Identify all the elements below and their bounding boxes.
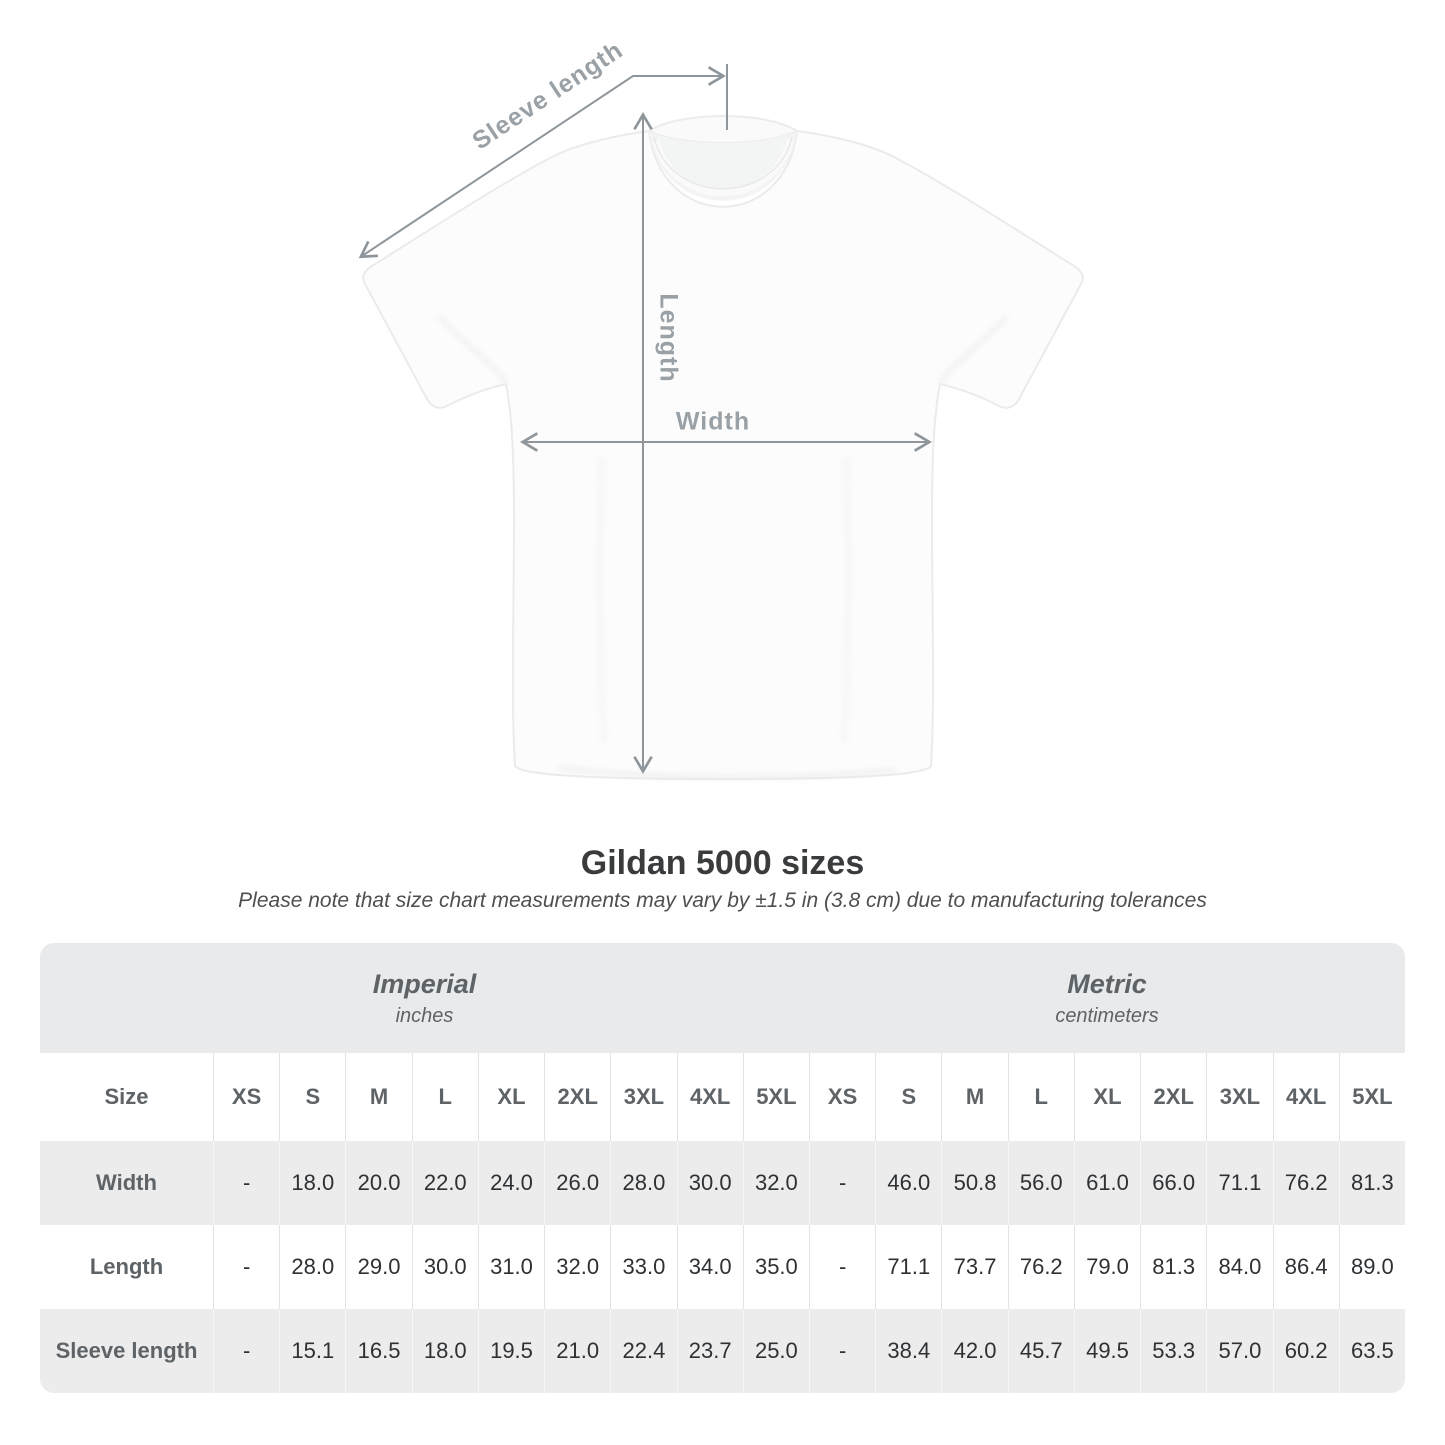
measurement-row-label: Sleeve length [40,1309,213,1393]
size-value-cell: 31.0 [477,1225,545,1309]
size-value-cell: 22.4 [610,1309,677,1393]
size-column-header: M [941,1053,1008,1141]
size-table: Imperial inches Metric centimeters Size X… [40,943,1405,1393]
size-value-cell: 32.0 [544,1225,611,1309]
size-value-cell: 30.0 [676,1141,743,1225]
size-value-cell: 18.0 [279,1141,346,1225]
tshirt-illustration [358,64,1084,781]
size-column-header: XL [1073,1053,1141,1141]
size-value-cell: 18.0 [411,1309,478,1393]
size-value-cell: 28.0 [279,1225,346,1309]
imperial-unit-label: inches [395,1004,454,1027]
size-column-header: XS [213,1053,280,1141]
size-value-cell: - [213,1141,280,1225]
size-column-header: 3XL [610,1053,677,1141]
size-value-cell: 71.1 [875,1225,942,1309]
size-column-header: M [345,1053,412,1141]
size-value-cell: - [808,1225,876,1309]
tshirt-measurement-diagram: Sleeve length Length Width [358,36,1084,781]
size-value-cell: - [808,1141,876,1225]
size-value-cell: 66.0 [1140,1141,1207,1225]
size-corner-header: Size [40,1053,213,1141]
size-value-cell: 32.0 [742,1141,809,1225]
metric-unit-label: centimeters [1055,1004,1159,1027]
size-value-cell: 30.0 [411,1225,478,1309]
imperial-group-title: Imperial [372,968,477,999]
imperial-group: Imperial inches [40,943,809,1053]
size-value-cell: 35.0 [742,1225,809,1309]
size-value-cell: 73.7 [941,1225,1008,1309]
size-value-cell: 84.0 [1206,1225,1273,1309]
size-value-cell: 34.0 [676,1225,743,1309]
size-value-cell: 53.3 [1140,1309,1207,1393]
length-label: Length [654,293,683,383]
metric-group-title: Metric [1067,968,1147,999]
size-column-header: L [1007,1053,1074,1141]
unit-group-band: Imperial inches Metric centimeters [40,943,1405,1053]
size-value-cell: 21.0 [544,1309,611,1393]
size-value-cell: 22.0 [411,1141,478,1225]
size-value-cell: 71.1 [1206,1141,1273,1225]
size-value-cell: 56.0 [1007,1141,1074,1225]
size-value-cell: - [213,1309,280,1393]
metric-group: Metric centimeters [809,943,1405,1053]
size-table-grid: Size XS S M L XL 2XL 3XL 4XL 5XL XS S M L XL 2XL 3XL 4XL 5… [40,1053,1405,1393]
size-column-header: 2XL [544,1053,611,1141]
size-value-cell: 61.0 [1073,1141,1141,1225]
size-column-header: 4XL [1272,1053,1339,1141]
size-value-cell: 16.5 [345,1309,412,1393]
size-value-cell: 57.0 [1206,1309,1273,1393]
size-column-header: S [279,1053,346,1141]
size-value-cell: - [213,1225,280,1309]
size-column-header: XS [808,1053,876,1141]
size-column-header: XL [477,1053,545,1141]
size-column-header: L [411,1053,478,1141]
size-value-cell: 24.0 [477,1141,545,1225]
measurement-row-label: Length [40,1225,213,1309]
size-column-header: S [875,1053,942,1141]
tshirt-shape [362,115,1084,781]
size-value-cell: 20.0 [345,1141,412,1225]
size-column-header: 5XL [742,1053,809,1141]
size-value-cell: 26.0 [544,1141,611,1225]
size-value-cell: 45.7 [1007,1309,1074,1393]
size-value-cell: 33.0 [610,1225,677,1309]
size-value-cell: 60.2 [1272,1309,1339,1393]
size-value-cell: 38.4 [875,1309,942,1393]
width-label: Width [675,407,751,436]
size-value-cell: 28.0 [610,1141,677,1225]
size-column-header: 4XL [676,1053,743,1141]
size-value-cell: 42.0 [941,1309,1008,1393]
size-column-header: 5XL [1338,1053,1405,1141]
size-value-cell: 25.0 [742,1309,809,1393]
size-value-cell: 46.0 [875,1141,942,1225]
size-value-cell: 15.1 [279,1309,346,1393]
size-value-cell: 76.2 [1007,1225,1074,1309]
tolerance-note: Please note that size chart measurements… [238,889,1207,912]
size-value-cell: 49.5 [1073,1309,1141,1393]
page-title: Gildan 5000 sizes [580,844,865,882]
size-column-header: 3XL [1206,1053,1273,1141]
size-value-cell: 81.3 [1338,1141,1405,1225]
size-value-cell: 79.0 [1073,1225,1141,1309]
size-value-cell: 50.8 [941,1141,1008,1225]
size-value-cell: 86.4 [1272,1225,1339,1309]
measurement-row-label: Width [40,1141,213,1225]
size-value-cell: 19.5 [477,1309,545,1393]
size-value-cell: 63.5 [1338,1309,1405,1393]
size-value-cell: 29.0 [345,1225,412,1309]
size-value-cell: 76.2 [1272,1141,1339,1225]
size-value-cell: 81.3 [1140,1225,1207,1309]
sleeve-length-arrow [358,66,726,259]
size-value-cell: 23.7 [676,1309,743,1393]
size-column-header: 2XL [1140,1053,1207,1141]
measurement-lines [358,64,932,774]
size-value-cell: - [808,1309,876,1393]
size-value-cell: 89.0 [1338,1225,1405,1309]
